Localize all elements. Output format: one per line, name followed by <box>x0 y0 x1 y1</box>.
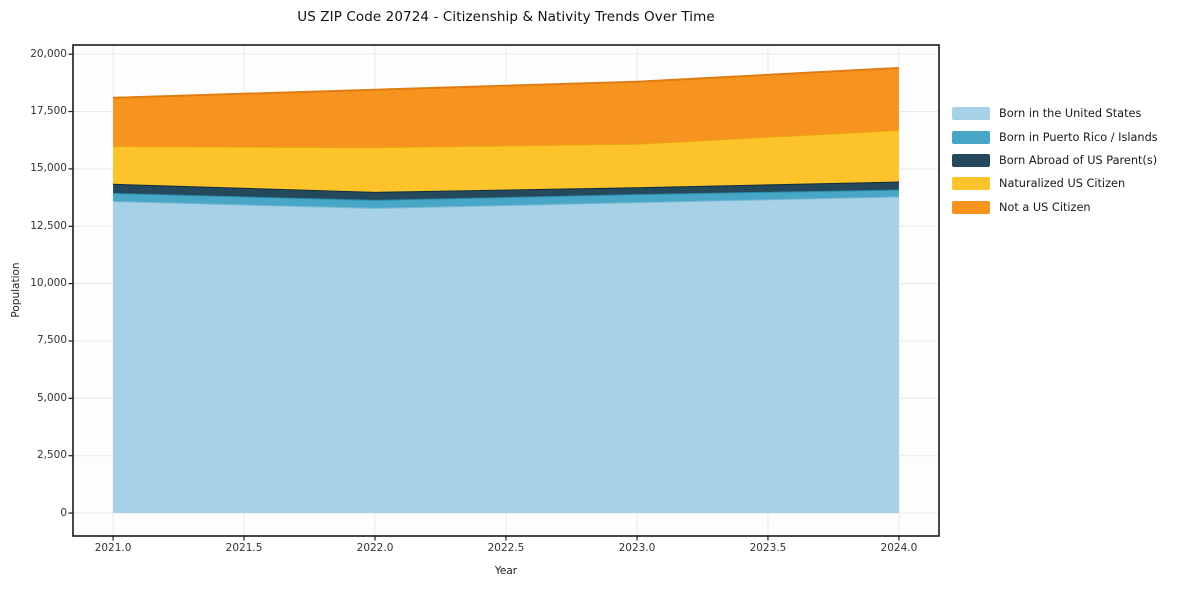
x-tick-label: 2023.0 <box>618 542 656 554</box>
x-tick-label: 2022.0 <box>356 542 394 554</box>
legend-item: Born in the United States <box>952 102 1158 125</box>
area-series-born-in-puerto-rico-islands <box>113 189 899 208</box>
y-tick-label: 0 <box>60 506 67 519</box>
legend-label: Not a US Citizen <box>999 200 1091 214</box>
x-tick-label: 2021.5 <box>225 542 263 554</box>
legend-item: Not a US Citizen <box>952 196 1158 219</box>
legend-label: Born Abroad of US Parent(s) <box>999 153 1158 167</box>
y-tick-label: 17,500 <box>30 105 67 118</box>
y-tick-label: 15,000 <box>30 162 67 175</box>
legend-swatch-icon <box>952 130 990 144</box>
legend-item: Born Abroad of US Parent(s) <box>952 149 1158 172</box>
legend-item: Born in Puerto Rico / Islands <box>952 125 1158 148</box>
x-tick-label: 2024.0 <box>880 542 918 554</box>
legend-swatch-icon <box>952 200 990 214</box>
x-tick-label: 2021.0 <box>94 542 132 554</box>
x-tick-label: 2023.5 <box>749 542 787 554</box>
legend-swatch-icon <box>952 177 990 191</box>
legend-swatch-icon <box>952 107 990 121</box>
legend-label: Born in Puerto Rico / Islands <box>999 130 1158 144</box>
y-axis-title: Population <box>10 262 22 318</box>
y-tick-label: 20,000 <box>30 47 67 60</box>
legend-item: Naturalized US Citizen <box>952 172 1158 195</box>
y-tick-label: 2,500 <box>36 449 67 462</box>
x-tick-label: 2022.5 <box>487 542 525 554</box>
x-axis-title: Year <box>494 565 518 577</box>
area-series-naturalized-us-citizen <box>113 129 899 192</box>
area-series-born-in-the-united-states <box>113 196 899 514</box>
y-tick-label: 12,500 <box>30 219 67 232</box>
y-tick-label: 7,500 <box>36 334 67 347</box>
legend-label: Naturalized US Citizen <box>999 177 1126 191</box>
area-series-not-a-us-citizen <box>113 67 899 148</box>
chart-legend: Born in the United States Born in Puerto … <box>952 102 1158 219</box>
y-tick-label: 5,000 <box>36 391 67 404</box>
area-series-top-edge <box>113 66 899 99</box>
chart-title: US ZIP Code 20724 - Citizenship & Nativi… <box>297 9 715 25</box>
legend-label: Born in the United States <box>999 107 1142 121</box>
legend-swatch-icon <box>952 153 990 167</box>
y-tick-label: 10,000 <box>30 277 67 290</box>
